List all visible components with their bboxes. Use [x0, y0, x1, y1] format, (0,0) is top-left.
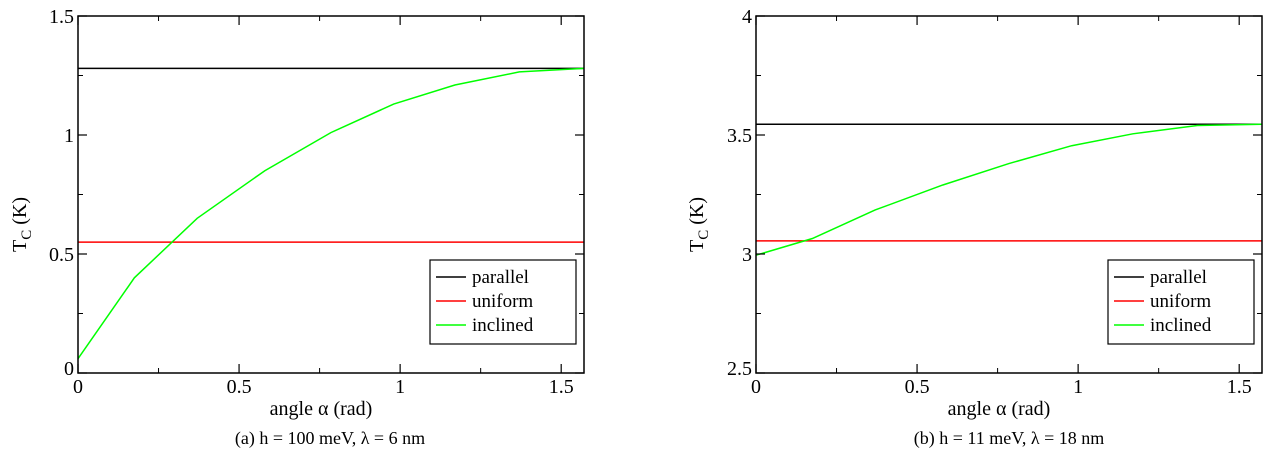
- y-axis-label-subscript: C: [19, 230, 35, 240]
- legend-label-inclined: inclined: [472, 315, 534, 336]
- series-line-inclined: [77, 67, 585, 360]
- legend: parallel uniform inclined: [1107, 259, 1255, 345]
- figure-caption: (a) h = 100 meV, λ = 6 nm: [235, 428, 425, 449]
- y-axis-label-unit: (K): [686, 197, 708, 230]
- y-tick-label: 0.5: [49, 244, 74, 266]
- y-tick-label: 1.5: [49, 6, 74, 28]
- x-tick-label: 0.5: [905, 376, 930, 398]
- y-tick-label: 0: [64, 358, 74, 380]
- series-line-inclined: [755, 123, 1263, 256]
- y-axis-label-symbol: T: [9, 240, 31, 252]
- legend-label-inclined: inclined: [1150, 315, 1212, 336]
- legend-label-parallel: parallel: [472, 267, 529, 288]
- x-tick-label: 1: [1073, 376, 1083, 398]
- x-tick-label: 0: [751, 376, 761, 398]
- x-tick-label: 1.5: [1227, 376, 1252, 398]
- y-axis-label: TC (K): [686, 197, 712, 252]
- legend-label-parallel: parallel: [1150, 267, 1207, 288]
- y-axis-label-subscript: C: [696, 230, 712, 240]
- y-tick-label: 1: [64, 125, 74, 147]
- legend-label-uniform: uniform: [472, 291, 533, 312]
- y-axis-label-unit: (K): [9, 197, 31, 230]
- x-axis-label: angle α (rad): [270, 398, 373, 420]
- y-tick-label: 3.5: [727, 125, 752, 147]
- chart-panel-b: 0 0.5 1 1.5 2.5 3 3.5 4 angle α (rad) TC (K) paral…: [686, 6, 1263, 449]
- y-axis-label: TC (K): [9, 197, 35, 252]
- x-tick-label: 0.5: [227, 376, 252, 398]
- legend-box: [429, 259, 577, 345]
- x-tick-label: 0: [73, 376, 83, 398]
- legend-label-uniform: uniform: [1150, 291, 1211, 312]
- y-tick-label: 3: [742, 244, 752, 266]
- y-tick-label: 2.5: [727, 358, 752, 380]
- legend-box: [1107, 259, 1255, 345]
- chart-panel-a: 0 0.5 1 1.5 0 0.5 1 1.5 angle α (rad) TC (K) paral…: [9, 6, 585, 449]
- y-axis-label-symbol: T: [686, 240, 708, 252]
- y-tick-label: 4: [742, 6, 752, 28]
- legend: parallel uniform inclined: [429, 259, 577, 345]
- figure-caption: (b) h = 11 meV, λ = 18 nm: [914, 428, 1105, 449]
- x-axis-label: angle α (rad): [948, 398, 1051, 420]
- x-tick-label: 1.5: [549, 376, 574, 398]
- x-tick-label: 1: [395, 376, 405, 398]
